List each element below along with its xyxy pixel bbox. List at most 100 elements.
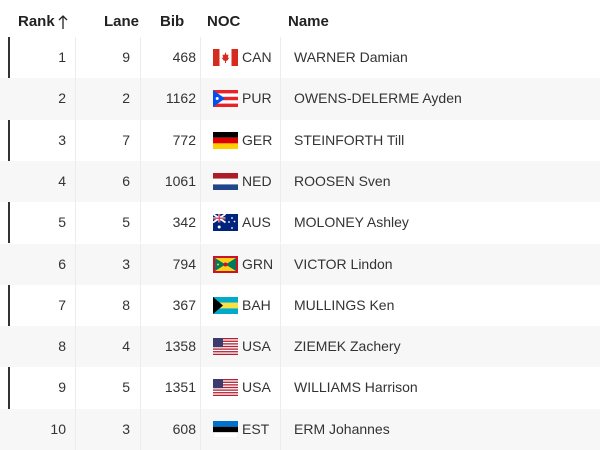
column-separator bbox=[200, 119, 201, 161]
lane-cell: 3 bbox=[122, 255, 130, 272]
noc-cell: NED bbox=[242, 172, 272, 189]
rank-cell: 6 bbox=[58, 255, 66, 272]
bib-cell: 1358 bbox=[164, 338, 196, 355]
name-cell: MULLINGS Ken bbox=[294, 296, 395, 313]
rank-cell: 5 bbox=[58, 214, 66, 231]
column-separator bbox=[280, 367, 281, 409]
lane-cell: 7 bbox=[122, 131, 130, 148]
column-separator bbox=[140, 202, 141, 244]
rank-cell: 10 bbox=[50, 420, 66, 437]
name-cell: ROOSEN Sven bbox=[294, 172, 391, 189]
header-bib[interactable]: Bib bbox=[160, 13, 185, 30]
bib-cell: 342 bbox=[172, 214, 196, 231]
flag-icon bbox=[213, 90, 238, 108]
column-separator bbox=[200, 326, 201, 368]
column-separator bbox=[75, 160, 76, 203]
header-rank[interactable]: Rank bbox=[18, 13, 55, 30]
table-row: 4 6 1061 NED ROOSEN Sven bbox=[0, 160, 600, 203]
flag-icon bbox=[213, 131, 238, 149]
rank-cell: 2 bbox=[58, 90, 66, 107]
column-separator bbox=[280, 78, 281, 120]
column-separator bbox=[200, 408, 201, 450]
column-separator bbox=[280, 37, 281, 79]
lane-cell: 5 bbox=[122, 379, 130, 396]
rank-cell: 8 bbox=[58, 338, 66, 355]
table-row: 10 3 608 EST ERM Johannes bbox=[0, 408, 600, 450]
column-separator bbox=[200, 243, 201, 285]
lane-cell: 5 bbox=[122, 214, 130, 231]
column-separator bbox=[75, 119, 76, 161]
noc-cell: USA bbox=[242, 379, 271, 396]
table-row: 8 4 1358 USA ZIEMEK Zachery bbox=[0, 326, 600, 368]
lane-cell: 9 bbox=[122, 49, 130, 65]
column-separator bbox=[140, 284, 141, 327]
table-row: 2 2 1162 PUR OWENS-DELERME Ayden bbox=[0, 78, 600, 120]
flag-icon bbox=[213, 296, 238, 314]
name-cell: VICTOR Lindon bbox=[294, 255, 393, 272]
table-header: Rank Lane Bib NOC Name bbox=[0, 0, 600, 37]
column-separator bbox=[200, 37, 201, 79]
column-separator bbox=[140, 37, 141, 79]
column-separator bbox=[200, 78, 201, 120]
column-separator bbox=[280, 119, 281, 161]
name-cell: ZIEMEK Zachery bbox=[294, 338, 401, 355]
rank-cell: 3 bbox=[58, 131, 66, 148]
bib-cell: 1351 bbox=[164, 379, 196, 396]
noc-cell: BAH bbox=[242, 296, 271, 313]
bib-cell: 468 bbox=[172, 49, 196, 65]
noc-cell: PUR bbox=[242, 90, 272, 107]
name-cell: WILLIAMS Harrison bbox=[294, 379, 418, 396]
column-separator bbox=[75, 78, 76, 120]
column-separator bbox=[75, 408, 76, 450]
column-separator bbox=[140, 367, 141, 409]
column-separator bbox=[280, 160, 281, 203]
column-separator bbox=[75, 37, 76, 79]
column-separator bbox=[75, 284, 76, 327]
header-noc[interactable]: NOC bbox=[207, 13, 241, 30]
rank-cell: 1 bbox=[58, 49, 66, 65]
column-separator bbox=[280, 408, 281, 450]
rank-cell: 4 bbox=[58, 172, 66, 189]
rank-cell: 9 bbox=[58, 379, 66, 396]
column-separator bbox=[200, 367, 201, 409]
flag-icon bbox=[213, 420, 238, 438]
flag-icon bbox=[213, 214, 238, 232]
name-cell: MOLONEY Ashley bbox=[294, 214, 409, 231]
noc-cell: GER bbox=[242, 131, 273, 148]
lane-cell: 3 bbox=[122, 420, 130, 437]
column-separator bbox=[200, 284, 201, 327]
column-separator bbox=[75, 243, 76, 285]
column-separator bbox=[140, 243, 141, 285]
header-lane[interactable]: Lane bbox=[104, 13, 140, 30]
column-separator bbox=[140, 326, 141, 368]
flag-icon bbox=[213, 172, 238, 190]
header-name[interactable]: Name bbox=[288, 13, 329, 30]
name-cell: STEINFORTH Till bbox=[294, 131, 405, 148]
column-separator bbox=[200, 160, 201, 203]
bib-cell: 1061 bbox=[164, 172, 196, 189]
lane-cell: 6 bbox=[122, 172, 130, 189]
flag-icon bbox=[213, 379, 238, 397]
noc-cell: CAN bbox=[242, 49, 272, 65]
column-separator bbox=[75, 326, 76, 368]
rank-cell: 7 bbox=[58, 296, 66, 313]
sort-arrow-icon[interactable] bbox=[58, 14, 68, 30]
table-row: 3 7 772 GER STEINFORTH Till bbox=[0, 119, 600, 162]
column-separator bbox=[200, 202, 201, 244]
bib-cell: 794 bbox=[172, 255, 196, 272]
flag-icon bbox=[213, 49, 238, 66]
table-row: 9 5 1351 USA WILLIAMS Harrison bbox=[0, 367, 600, 409]
column-separator bbox=[75, 202, 76, 244]
noc-cell: EST bbox=[242, 420, 270, 437]
bib-cell: 772 bbox=[172, 131, 196, 148]
column-separator bbox=[75, 367, 76, 409]
lane-cell: 4 bbox=[122, 338, 130, 355]
table-row: 6 3 794 GRN VICTOR Lindon bbox=[0, 243, 600, 285]
column-separator bbox=[140, 160, 141, 203]
lane-cell: 2 bbox=[122, 90, 130, 107]
noc-cell: AUS bbox=[242, 214, 271, 231]
table-row: 1 9 468 CAN WARNER Damian bbox=[0, 37, 600, 79]
noc-cell: GRN bbox=[242, 255, 274, 272]
flag-icon bbox=[213, 338, 238, 356]
